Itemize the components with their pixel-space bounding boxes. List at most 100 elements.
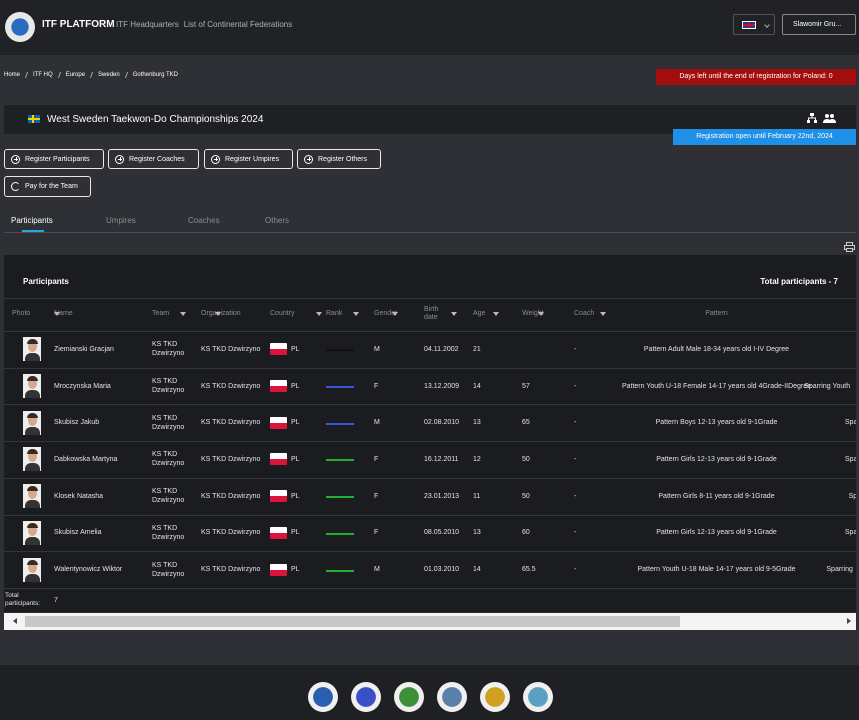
gender: M: [374, 345, 380, 353]
column-header[interactable]: Coach: [574, 310, 595, 317]
photo-face: [28, 414, 37, 426]
birth-date: 04.11.2002: [424, 345, 459, 353]
column-header: Photo: [12, 310, 31, 317]
organization: KS TKD Dzwirzyno: [201, 566, 261, 574]
action-button[interactable]: Register Others: [297, 149, 381, 169]
photo-face: [28, 378, 37, 390]
federation-logo[interactable]: [351, 682, 381, 712]
footer-label: Total participants:: [5, 591, 41, 607]
row-divider: [4, 514, 856, 516]
coach: -: [574, 492, 577, 500]
filter-icon[interactable]: [353, 312, 359, 319]
participant-photo: [23, 337, 41, 362]
weight: 60: [522, 529, 530, 537]
euro-icon: [11, 182, 20, 191]
federation-logo[interactable]: [394, 682, 424, 712]
breadcrumb-item[interactable]: Europe: [65, 72, 86, 78]
filter-icon[interactable]: [538, 312, 544, 319]
team: KS TKD Dzwirzyno: [152, 414, 185, 431]
action-button[interactable]: Register Participants: [4, 149, 104, 169]
column-header[interactable]: Country: [270, 310, 295, 317]
scroll-left[interactable]: [10, 618, 17, 624]
photo-hair: [27, 339, 38, 345]
filter-icon[interactable]: [600, 312, 606, 319]
column-header[interactable]: Organization: [201, 310, 241, 317]
country: PL: [291, 419, 300, 427]
organization: KS TKD Dzwirzyno: [201, 529, 261, 537]
uk-flag: [742, 21, 756, 29]
column-header[interactable]: Birth date: [424, 306, 439, 321]
federation-logo[interactable]: [437, 682, 467, 712]
action-button[interactable]: Pay for the Team: [4, 176, 91, 197]
plus-icon: [115, 154, 124, 164]
photo-face: [28, 561, 37, 573]
country: PL: [291, 345, 300, 353]
gender: M: [374, 566, 380, 574]
tab[interactable]: Others: [265, 216, 290, 225]
nav: ITF Headquarters List of Continental Fede…: [116, 20, 292, 29]
action-button[interactable]: Register Coaches: [108, 149, 199, 169]
federation-logo[interactable]: [480, 682, 510, 712]
breadcrumb-item[interactable]: Home: [4, 72, 21, 78]
filter-icon[interactable]: [180, 312, 186, 319]
federation-logo[interactable]: [308, 682, 338, 712]
nav-link[interactable]: List of Continental Federations: [183, 20, 293, 29]
horizontal-scrollbar[interactable]: [4, 613, 856, 630]
filter-icon[interactable]: [451, 312, 457, 319]
registration-banner: Registration open until February 22nd, 2…: [673, 129, 856, 145]
age: 14: [473, 382, 481, 390]
sweden-flag: [28, 115, 40, 123]
filter-icon[interactable]: [493, 312, 499, 319]
print-icon[interactable]: [844, 242, 855, 252]
breadcrumb-separator: [124, 72, 128, 78]
photo-hair: [27, 559, 38, 565]
event-icons[interactable]: [807, 113, 837, 125]
participant-name: Dabkowska Martyna: [54, 455, 118, 463]
nav-link[interactable]: ITF Headquarters: [116, 20, 179, 29]
column-header[interactable]: Weight: [522, 310, 544, 317]
logo[interactable]: [5, 12, 35, 42]
birth-date: 13.12.2009: [424, 382, 460, 390]
registration-alert: Days left until the end of registration …: [656, 69, 856, 85]
column-header[interactable]: Name: [54, 310, 73, 317]
filter-icon[interactable]: [392, 312, 398, 319]
scroll-right[interactable]: [847, 618, 854, 624]
column-header[interactable]: Gender: [374, 310, 398, 317]
tabs-divider: [4, 232, 856, 233]
participant-name: Mroczynska Maria: [54, 382, 111, 390]
participant-photo: [23, 520, 41, 545]
participant-photo: [23, 557, 41, 582]
photo-body: [25, 500, 40, 509]
rank-belt: [326, 532, 354, 535]
pl-flag: [270, 380, 287, 393]
coach: -: [574, 455, 577, 463]
breadcrumb-item[interactable]: ITF HQ: [33, 72, 53, 78]
pattern: Pattern Youth U-18 Female 14-17 years ol…: [621, 382, 812, 390]
brand[interactable]: ITF PLATFORM: [42, 19, 115, 30]
column-header[interactable]: Age: [473, 310, 486, 317]
filter-icon[interactable]: [54, 312, 60, 319]
tab[interactable]: Coaches: [188, 216, 220, 225]
action-button[interactable]: Register Umpires: [204, 149, 293, 169]
photo-body: [25, 353, 40, 362]
column-header[interactable]: Rank: [326, 310, 343, 317]
row-divider: [4, 551, 856, 553]
tab[interactable]: Participants: [11, 216, 53, 225]
age: 21: [473, 345, 481, 353]
active-tab-indicator: [22, 230, 44, 232]
filter-icon[interactable]: [316, 312, 322, 319]
filter-icon[interactable]: [215, 312, 221, 319]
birth-date: 02.08.2010: [424, 419, 460, 427]
event-title: West Sweden Taekwon-Do Championships 202…: [47, 114, 264, 125]
user-menu[interactable]: Slawomir Gru...: [782, 14, 856, 35]
column-header[interactable]: Team: [152, 310, 170, 317]
language-select[interactable]: [733, 14, 775, 35]
breadcrumb-item[interactable]: Sweden: [98, 72, 120, 78]
breadcrumb-item[interactable]: Gothenburg TKD: [132, 72, 178, 78]
button-label: Pay for the Team: [25, 183, 78, 190]
coach: -: [574, 566, 577, 574]
federation-logo[interactable]: [523, 682, 553, 712]
scroll-thumb[interactable]: [25, 616, 680, 627]
tab[interactable]: Umpires: [106, 216, 136, 225]
